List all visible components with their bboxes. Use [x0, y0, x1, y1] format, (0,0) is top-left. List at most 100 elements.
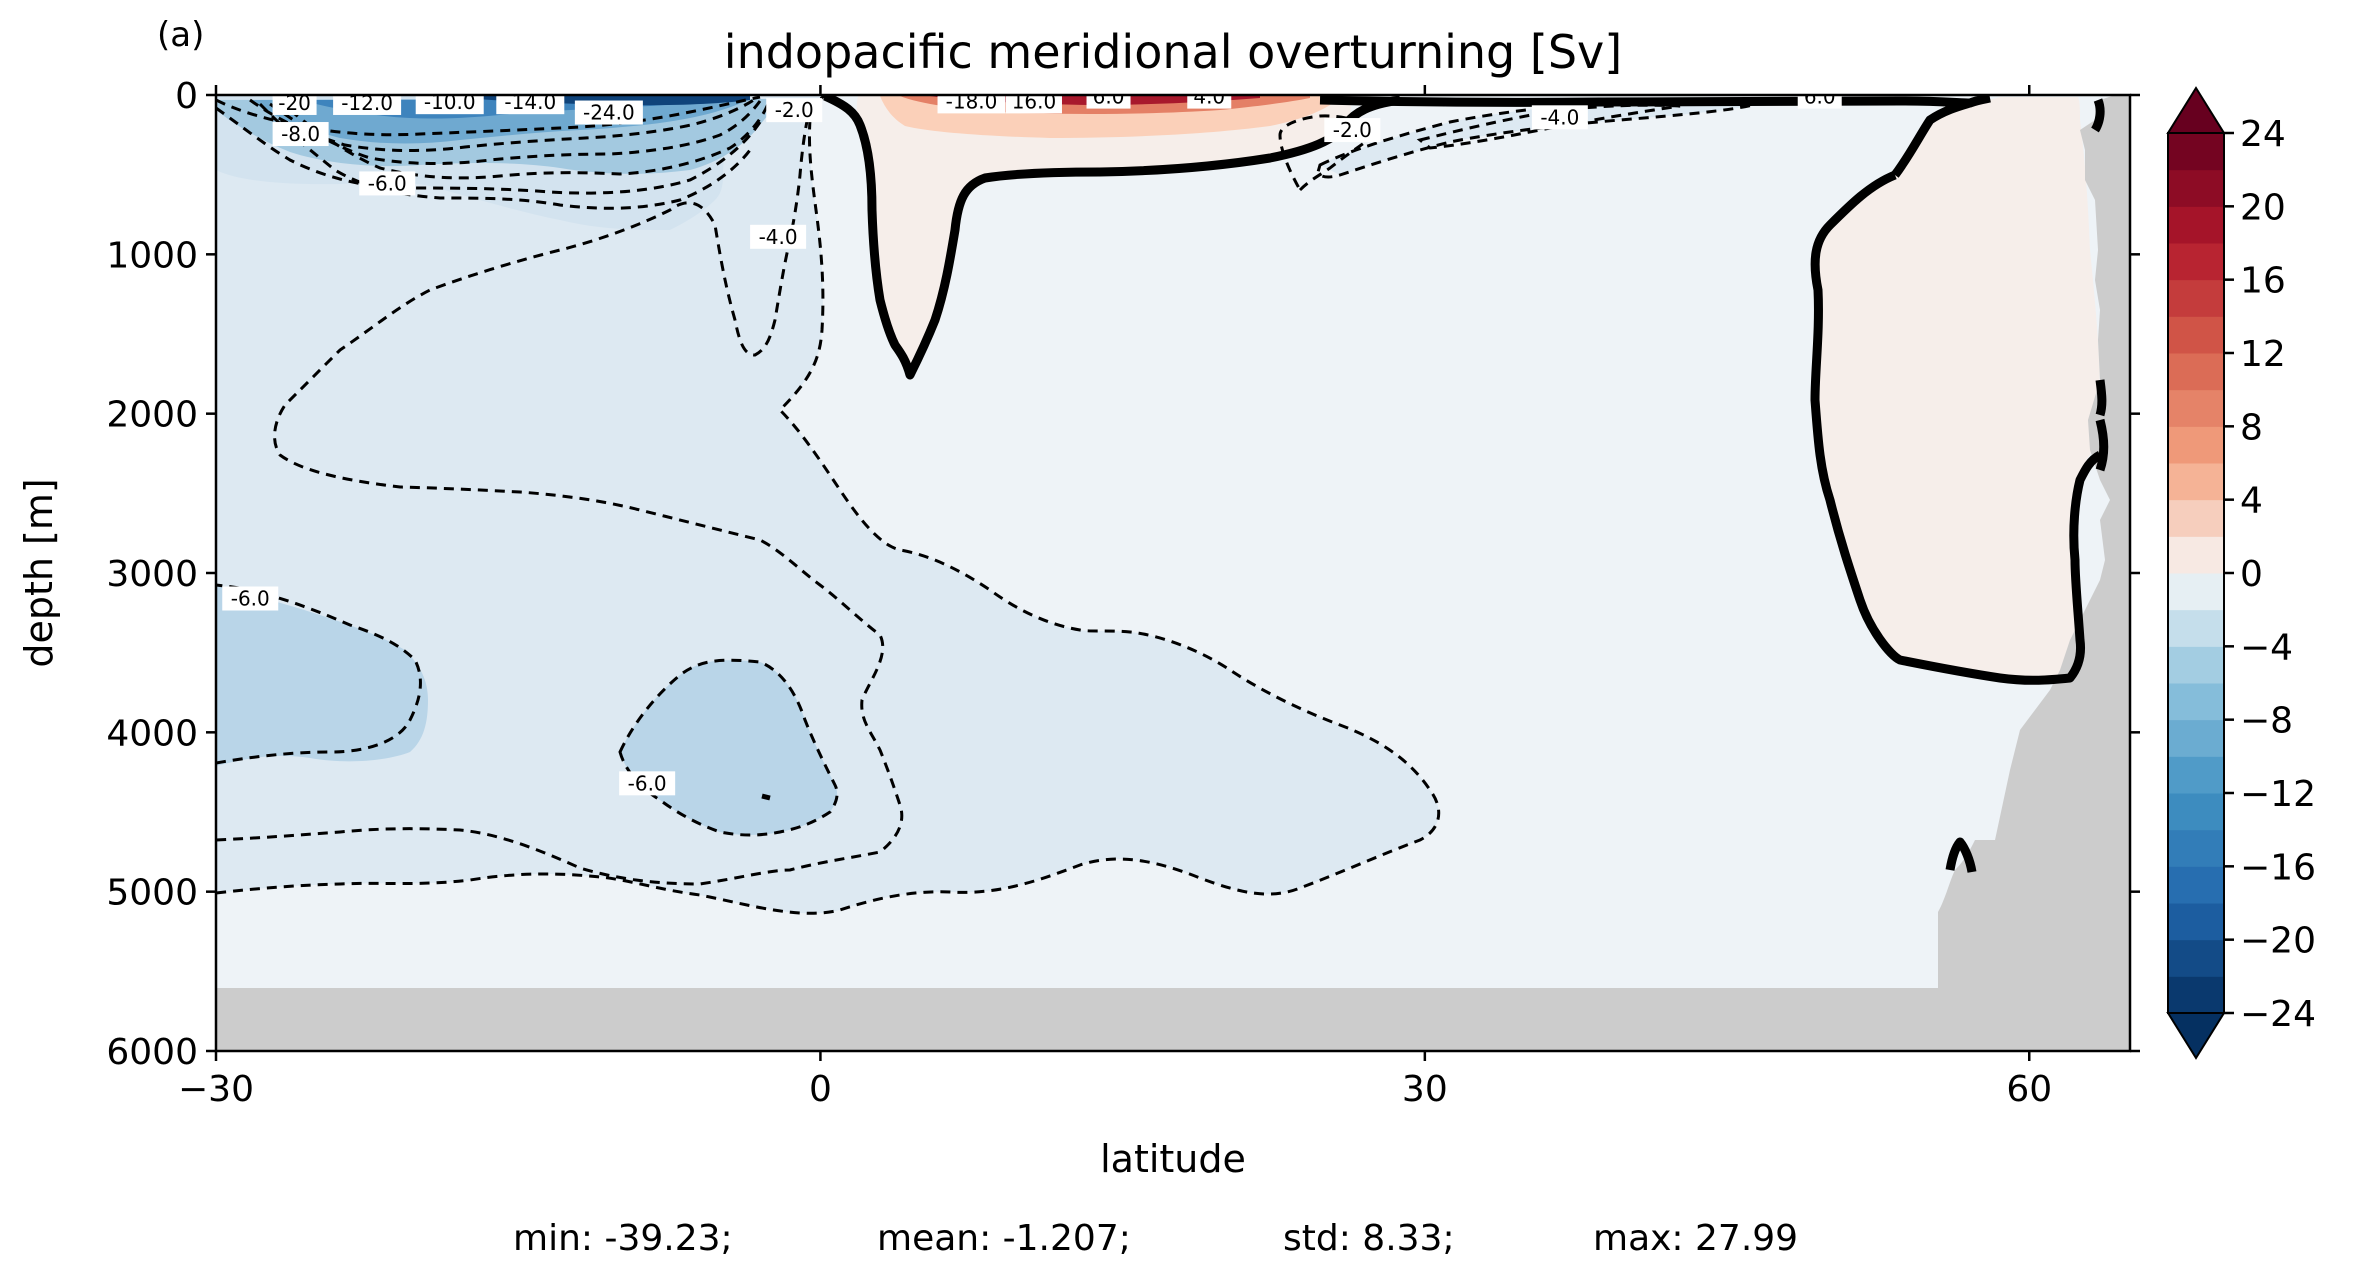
contour-label-bg	[272, 95, 317, 115]
contour-label: -10.0	[415, 90, 484, 115]
contour-label-text: 4.0	[1193, 85, 1225, 109]
colorbar-tick-label: −4	[2240, 627, 2293, 668]
contour-label-bg	[766, 98, 823, 123]
contour-label-bg	[1086, 95, 1131, 109]
colorbar-band	[2168, 279, 2224, 317]
contour-label: 4.0	[1187, 85, 1232, 109]
colorbar-band	[2168, 133, 2224, 171]
zero-contour-north-cell	[1810, 170, 2103, 685]
contour-label-group: -20 -12.0 -10.0 -14.0 -24.0 -8.0 -6.0 -2.0 -4.0 -…	[222, 85, 1842, 796]
colorbar-tick-label: −8	[2240, 701, 2293, 742]
colorbar-band	[2168, 829, 2224, 867]
zero-contour-north-top	[1891, 98, 1972, 178]
x-tick-label: −30	[178, 1069, 254, 1110]
x-tick-label: 30	[1402, 1069, 1448, 1110]
colorbar-band	[2168, 866, 2224, 904]
contour-label-text: -18.0	[946, 89, 998, 113]
y-tick-label: 2000	[106, 395, 198, 436]
contour-surface-3	[269, 100, 762, 166]
contour-minus4-deep	[216, 99, 904, 886]
chart-title: indopacific meridional overturning [Sv]	[724, 25, 1622, 79]
colorbar-band	[2168, 499, 2224, 537]
contour-lines	[216, 95, 1761, 915]
colorbar-band	[2168, 719, 2224, 757]
contour-label-text: 6.0	[1093, 85, 1125, 109]
contour-label-text: 6.0	[1804, 85, 1836, 109]
contour-label-bg	[333, 95, 402, 115]
zero-contour-east-wall-b	[2095, 379, 2107, 417]
colorbar-band	[2168, 646, 2224, 684]
colorbar-band	[2168, 353, 2224, 391]
colorbar-tick-label: 4	[2240, 481, 2263, 522]
colorbar-tick-label: 20	[2240, 187, 2286, 228]
level-band-positive-north	[1815, 97, 2100, 681]
colorbar-tick-label: 24	[2240, 114, 2286, 155]
y-axis: 0 1000 2000 3000 4000 5000 6000	[106, 76, 2140, 1073]
zero-contour-tongue	[823, 95, 1401, 380]
colorbar-band	[2168, 683, 2224, 721]
land-mask	[216, 96, 2130, 1051]
colorbar-band	[2168, 609, 2224, 647]
x-tick-label: 0	[809, 1069, 832, 1110]
contour-minus6-central	[618, 658, 839, 837]
contour-label-text: -12.0	[341, 91, 393, 115]
contour-surface-5	[216, 106, 762, 195]
contour-label-text: -2.0	[1333, 118, 1372, 142]
contour-label-text: -6.0	[231, 586, 270, 610]
contour-label: -24.0	[574, 100, 643, 125]
zero-contour-dot	[761, 793, 771, 801]
contour-label-text: -6.0	[368, 171, 407, 195]
contour-label: -6.0	[619, 771, 676, 796]
contour-label-bg	[415, 95, 484, 115]
stats-mean: mean: -1.207;	[877, 1218, 1131, 1259]
contour-minus2-east	[1316, 99, 1761, 179]
colorbar-extend-min	[2166, 1012, 2226, 1060]
contour-label-bg	[1324, 118, 1381, 143]
stats-max: max: 27.99	[1593, 1218, 1798, 1259]
contour-label: -18.0	[937, 89, 1006, 114]
contour-label: -2.0	[1324, 118, 1381, 143]
contour-label-text: -24.0	[583, 101, 635, 125]
zero-contour-deep-hook	[1945, 837, 1977, 873]
colorbar-band	[2168, 903, 2224, 941]
contour-minus8	[258, 102, 752, 210]
x-axis: −30 0 30 60	[178, 85, 2052, 1110]
colorbar-tick-label: 8	[2240, 407, 2263, 448]
contour-label-bg	[937, 95, 1006, 114]
zero-contour-east-wall-c	[2091, 98, 2105, 133]
contour-label: -6.0	[359, 171, 416, 196]
contour-label: -14.0	[496, 95, 565, 115]
colorbar-band	[2168, 206, 2224, 244]
colorbar-band	[2168, 573, 2224, 611]
colorbar-tick-label: 0	[2240, 554, 2263, 595]
contour-label: 6.0	[1086, 85, 1131, 109]
contour-label-bg	[619, 771, 676, 796]
contour-label-bg	[222, 586, 279, 611]
contour-label-text: -4.0	[759, 225, 798, 249]
panel-label: (a)	[157, 15, 204, 55]
level-band-minus4	[216, 96, 1439, 914]
y-tick-label: 4000	[106, 713, 198, 754]
stats-line: min: -39.23; mean: -1.207; std: 8.33; ma…	[513, 1218, 1798, 1259]
contour-label-text: -8.0	[281, 122, 320, 146]
contour-label-text: -10.0	[424, 90, 476, 114]
contour-label-text: -2.0	[775, 98, 814, 122]
colorbar-extend-max	[2166, 86, 2226, 134]
contour-label: -6.0	[222, 586, 279, 611]
contour-label-bg	[359, 171, 416, 196]
contour-label: -4.0	[750, 224, 807, 249]
level-band-positive-tongue	[856, 96, 1351, 375]
y-axis-label: depth [m]	[17, 478, 61, 667]
contour-label-bg	[1531, 105, 1588, 130]
stats-std: std: 8.33;	[1283, 1218, 1455, 1259]
zero-contour-surface	[1319, 95, 1991, 108]
contour-label: -12.0	[333, 91, 402, 115]
colorbar-band	[2168, 316, 2224, 354]
contour-surface-4	[289, 103, 770, 180]
contour-label: -2.0	[766, 98, 823, 123]
colorbar-band	[2168, 536, 2224, 574]
colorbar: 24 20 16 12 8 4 0 −4 −8 −12 −16 −20 −24	[2166, 86, 2316, 1060]
contour-label-bg	[750, 224, 807, 249]
contour-label-text: -4.0	[1540, 105, 1579, 129]
